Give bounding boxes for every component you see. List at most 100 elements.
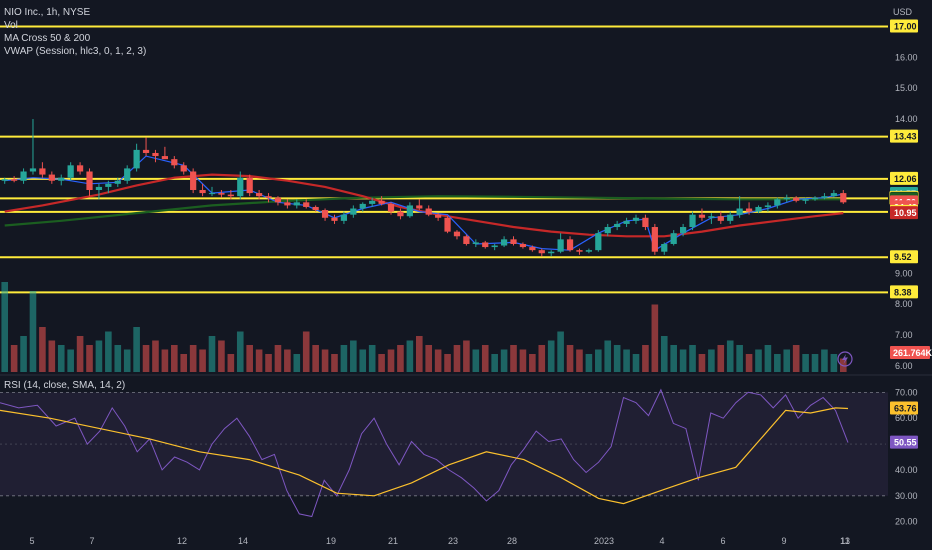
candle-body — [519, 243, 527, 248]
volume-bar — [774, 354, 781, 372]
candle-body — [67, 165, 74, 178]
candle-body — [284, 202, 291, 206]
volume-bar — [105, 331, 112, 372]
candle-body — [548, 251, 555, 254]
volume-bar — [142, 345, 150, 372]
volume-bar — [387, 349, 395, 372]
candle-body — [246, 177, 253, 194]
volume-bar — [726, 340, 734, 372]
candle-body — [218, 193, 225, 195]
candle-body — [529, 247, 536, 251]
volume-bar — [745, 354, 753, 372]
volume-bar — [463, 340, 470, 372]
ma-cross-legend[interactable]: MA Cross 50 & 200 — [4, 33, 91, 44]
candle-body — [482, 242, 489, 248]
volume-bar — [227, 354, 235, 372]
volume-bar — [86, 345, 93, 372]
price-tick-label: 6.00 — [895, 361, 913, 371]
price-tag-label: 13.43 — [894, 132, 917, 142]
price-tag-label: 10.95 — [894, 208, 917, 218]
time-tick-label: 28 — [507, 536, 517, 546]
volume-bar — [547, 340, 555, 372]
price-tag-bg — [890, 285, 918, 299]
price-tag-bg — [890, 19, 918, 33]
candle-body — [435, 214, 442, 218]
price-tag-bg — [890, 171, 918, 185]
candle-body — [585, 250, 592, 252]
price-tick-label: 14.00 — [895, 114, 918, 124]
rsi-tick-label: 20.00 — [895, 517, 918, 527]
candle-body — [774, 199, 781, 206]
volume-bar — [340, 345, 348, 372]
price-tag-label: 9.52 — [894, 252, 912, 262]
rsi-legend[interactable]: RSI (14, close, SMA, 14, 2) — [4, 380, 126, 391]
time-tick-label: 5 — [29, 536, 34, 546]
candle-body — [510, 239, 517, 244]
volume-bar — [57, 345, 65, 372]
volume-bar — [613, 345, 621, 372]
candle-body — [614, 223, 621, 228]
volume-bar — [472, 349, 480, 372]
candle-body — [538, 250, 545, 254]
volume-bar — [218, 340, 225, 372]
volume-bar — [208, 336, 216, 372]
price-tag-bg — [890, 129, 918, 143]
flash-icon[interactable] — [837, 351, 853, 367]
candle-body — [1, 179, 8, 181]
candle-body — [350, 208, 357, 215]
volume-bars — [1, 282, 847, 372]
candle-body — [378, 200, 385, 204]
price-tags: 17.0013.4312.0611.5711.4311.4011.3024:49… — [889, 19, 932, 449]
volume-bar — [811, 354, 819, 372]
rsi-lines — [0, 388, 849, 518]
candle-body — [463, 236, 470, 244]
time-tick-label: 13 — [840, 536, 850, 546]
volume-bar — [180, 354, 188, 372]
volume-legend[interactable]: Vol — [4, 20, 18, 31]
time-tick-label: 23 — [448, 536, 458, 546]
price-tick-label: 9.00 — [895, 268, 913, 278]
price-tag-label: 12.06 — [894, 174, 917, 184]
volume-bar — [95, 340, 103, 372]
volume-bar — [717, 345, 725, 372]
price-tick-label: 8.00 — [895, 299, 913, 309]
volume-bar — [406, 340, 414, 372]
volume-bar — [679, 349, 687, 372]
rsi-ma-line — [0, 407, 849, 505]
price-tick-label: 7.00 — [895, 330, 913, 340]
volume-bar — [10, 345, 18, 372]
candle-body — [20, 171, 27, 181]
symbol-title[interactable]: NIO Inc., 1h, NYSE — [4, 7, 91, 18]
volume-bar — [783, 349, 791, 372]
candle-body — [444, 217, 451, 232]
candle-body — [406, 205, 413, 217]
volume-bar — [529, 354, 536, 372]
vwap-legend[interactable]: VWAP (Session, hlc3, 0, 1, 2, 3) — [4, 46, 147, 57]
time-tick-label: 7 — [89, 536, 94, 546]
volume-bar — [557, 331, 564, 372]
price-tag-bg — [890, 250, 918, 264]
candle-body — [623, 220, 630, 224]
candle-body — [566, 239, 574, 251]
candle-body — [133, 149, 140, 169]
volume-bar — [595, 349, 602, 372]
volume-bar — [538, 345, 546, 372]
volume-bar — [425, 345, 433, 372]
rsi-tick-label: 70.00 — [895, 387, 918, 397]
volume-bar — [199, 349, 206, 372]
candle-body — [340, 214, 348, 221]
candle-body — [48, 174, 55, 181]
price-tag-label: 63.76 — [894, 403, 917, 413]
time-tick-label: 11 — [840, 536, 849, 546]
candle-body — [708, 216, 715, 218]
time-tick-label: 14 — [238, 536, 248, 546]
volume-bar — [764, 345, 772, 372]
candle-body — [764, 205, 772, 207]
volume-bar — [123, 349, 131, 372]
volume-bar — [67, 349, 74, 372]
price-axis[interactable]: 6.00 7.00 8.00 9.00 14.00 15.00 16.00 20.00 30.0… — [895, 52, 918, 526]
candle-body — [397, 211, 404, 217]
candle-body — [783, 197, 790, 200]
